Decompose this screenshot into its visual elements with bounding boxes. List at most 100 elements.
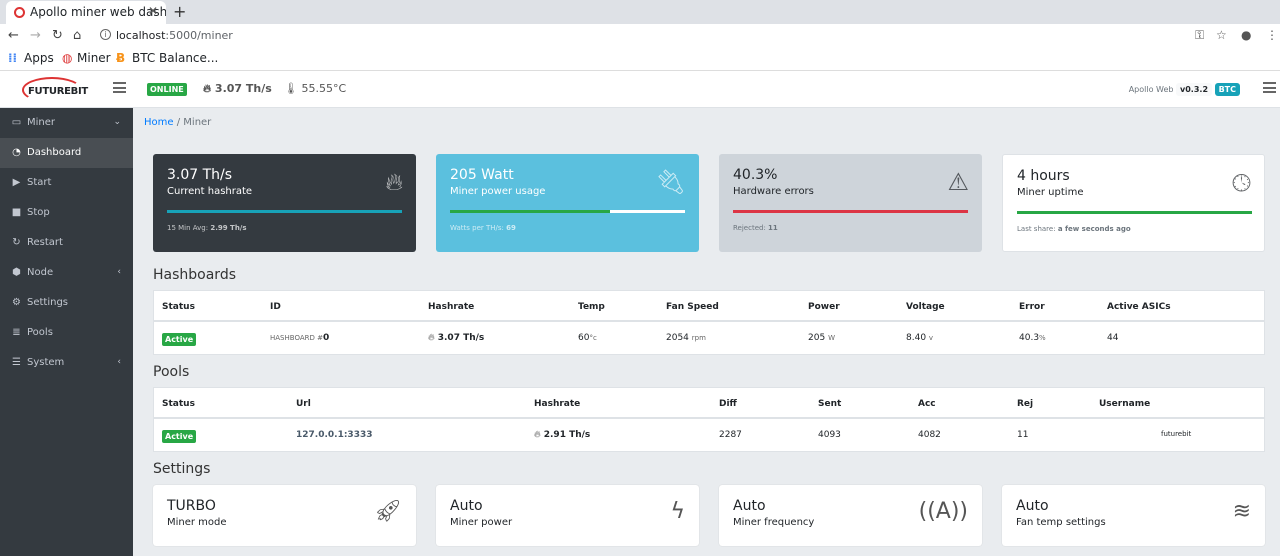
fan-cell: 2054 rpm: [666, 333, 706, 343]
flame-icon: 🔥︎: [534, 430, 541, 440]
close-tab-icon[interactable]: ✕: [147, 4, 158, 18]
sidebar-item-settings[interactable]: ⚙ Settings: [0, 288, 133, 318]
sidebar-item-pools[interactable]: ≣ Pools: [0, 318, 133, 348]
card-value: TURBO: [167, 498, 216, 514]
status-badge: ONLINE: [147, 83, 187, 96]
hashboards-table: Status ID Hashrate Temp Fan Speed Power …: [153, 290, 1265, 355]
sidebar-toggle-icon[interactable]: [113, 82, 126, 93]
voltage-unit: v: [928, 334, 934, 342]
table-row[interactable]: Active HASHBOARD #0 🔥︎ 3.07 Th/s 60°c 20…: [154, 322, 1264, 354]
topbar-hashrate: 🔥︎ 3.07 Th/s: [203, 82, 272, 96]
status-badge: Active: [162, 333, 197, 346]
column-header: Status: [162, 302, 195, 312]
column-header: Username: [1099, 399, 1151, 409]
sidebar-item-system[interactable]: ☰ System ‹: [0, 348, 133, 378]
wind-icon: ≋: [1232, 499, 1251, 524]
hashrate-box: 3.07 Th/s Current hashrate 15 Min Avg: 2…: [153, 154, 416, 252]
profile-icon[interactable]: ●: [1241, 28, 1252, 42]
id-value: 0: [322, 333, 330, 343]
info-icon[interactable]: i: [100, 29, 111, 40]
card-label: Miner power: [450, 517, 513, 528]
box-label: Miner uptime: [1017, 187, 1084, 198]
sidebar-item-miner[interactable]: ▭ Miner ⌄: [0, 108, 133, 138]
new-tab-button[interactable]: +: [173, 2, 187, 21]
browser-tab[interactable]: Apollo miner web dash ✕: [6, 1, 166, 24]
home-icon[interactable]: ⌂: [73, 28, 82, 43]
fan-unit: rpm: [691, 334, 706, 342]
column-header: Status: [162, 399, 195, 409]
tab-title: Apollo miner web dash: [30, 5, 166, 19]
tab-strip: Apollo miner web dash ✕ +: [0, 0, 1280, 24]
gauge-icon: ◔: [12, 147, 21, 158]
error-unit: %: [1039, 334, 1046, 342]
menu-dots-icon[interactable]: ⋮: [1266, 28, 1278, 42]
breadcrumb-home[interactable]: Home: [144, 117, 174, 128]
right-menu-icon[interactable]: [1263, 82, 1276, 93]
uptime-box: 4 hours Miner uptime Last share: a few s…: [1002, 154, 1265, 252]
sidebar-item-dashboard[interactable]: ◔ Dashboard: [0, 138, 133, 168]
topbar-temp: 🌡︎ 55.55°C: [284, 82, 346, 95]
browser-chrome: Apollo miner web dash ✕ + ← → ↻ ⌂ i loca…: [0, 0, 1280, 71]
chevron-down-icon: ⌄: [113, 117, 121, 127]
sidebar: ▭ Miner ⌄ ◔ Dashboard ▶ Start ■ Stop ↻ Restart…: [0, 108, 133, 556]
gear-icon: ⚙: [12, 297, 21, 308]
card-value: Auto: [733, 498, 766, 514]
table-header: Status Url Hashrate Diff Sent Acc Rej Us…: [154, 388, 1264, 419]
reload-icon[interactable]: ↻: [52, 28, 63, 43]
sidebar-item-label: Dashboard: [27, 147, 82, 158]
url-field[interactable]: i localhost:5000/miner: [98, 26, 1178, 46]
futurebit-logo[interactable]: FUTUREBIT: [22, 77, 88, 103]
pools-title: Pools: [153, 364, 190, 380]
miner-power-card[interactable]: Auto Miner power ϟ: [436, 485, 699, 546]
table-row[interactable]: Active 127.0.0.1:3333 🔥︎ 2.91 Th/s 2287 …: [154, 419, 1264, 451]
key-icon[interactable]: ⚿: [1195, 28, 1205, 42]
username-cell: futurebit: [1161, 430, 1192, 438]
sidebar-item-start[interactable]: ▶ Start: [0, 168, 133, 198]
bolt-icon: ϟ: [670, 499, 685, 524]
server-icon: ☰: [12, 357, 21, 368]
breadcrumb: Home / Miner: [144, 117, 211, 128]
topbar-hashrate-value: 3.07 Th/s: [214, 82, 272, 95]
column-header: Hashrate: [534, 399, 581, 409]
apps-icon[interactable]: ⁞⁞: [8, 51, 18, 65]
diff-cell: 2287: [719, 430, 742, 440]
column-header: Error: [1019, 302, 1045, 312]
miner-mode-card[interactable]: TURBO Miner mode 🚀︎: [153, 485, 416, 546]
warning-icon: ⚠︎: [947, 168, 969, 196]
box-value: 205 Watt: [450, 167, 514, 183]
box-label: Hardware errors: [733, 186, 814, 197]
rocket-icon: 🚀︎: [374, 499, 402, 524]
bookmark-apps[interactable]: Apps: [24, 51, 54, 65]
forward-icon[interactable]: →: [30, 28, 41, 43]
sidebar-item-restart[interactable]: ↻ Restart: [0, 228, 133, 258]
pool-url[interactable]: 127.0.0.1:3333: [296, 430, 373, 440]
bookmark-miner[interactable]: Miner: [77, 51, 111, 65]
miner-favicon-icon: ◍: [62, 51, 73, 65]
box-value: 3.07 Th/s: [167, 167, 233, 183]
bookmark-btc-balance[interactable]: BTC Balance...: [132, 51, 219, 65]
asics-cell: 44: [1107, 333, 1119, 343]
card-label: Fan temp settings: [1016, 517, 1106, 528]
hdd-icon: ▭: [11, 117, 22, 128]
chevron-left-icon: ‹: [117, 267, 121, 277]
progress-bar: [450, 210, 685, 213]
miner-frequency-card[interactable]: Auto Miner frequency ((A)): [719, 485, 982, 546]
sidebar-item-stop[interactable]: ■ Stop: [0, 198, 133, 228]
box-footer: 15 Min Avg: 2.99 Th/s: [167, 224, 247, 232]
progress-bar: [733, 210, 968, 213]
play-icon: ▶: [12, 177, 21, 188]
back-icon[interactable]: ←: [8, 28, 19, 43]
fan-temp-card[interactable]: Auto Fan temp settings ≋: [1002, 485, 1265, 546]
rej-cell: 11: [1017, 430, 1029, 440]
sidebar-item-label: Pools: [27, 327, 53, 338]
column-header: Temp: [578, 302, 605, 312]
main-content: Home / Miner 3.07 Th/s Current hashrate …: [133, 108, 1280, 556]
temp-cell: 60°c: [578, 333, 597, 343]
star-icon[interactable]: ☆: [1216, 28, 1227, 42]
hashboard-id: HASHBOARD #0: [270, 333, 329, 343]
thermometer-icon: 🌡︎: [284, 82, 298, 95]
settings-title: Settings: [153, 461, 211, 477]
broadcast-icon: ((A)): [918, 499, 968, 524]
sidebar-item-node[interactable]: ⬢ Node ‹: [0, 258, 133, 288]
status-badge: Active: [162, 430, 197, 443]
